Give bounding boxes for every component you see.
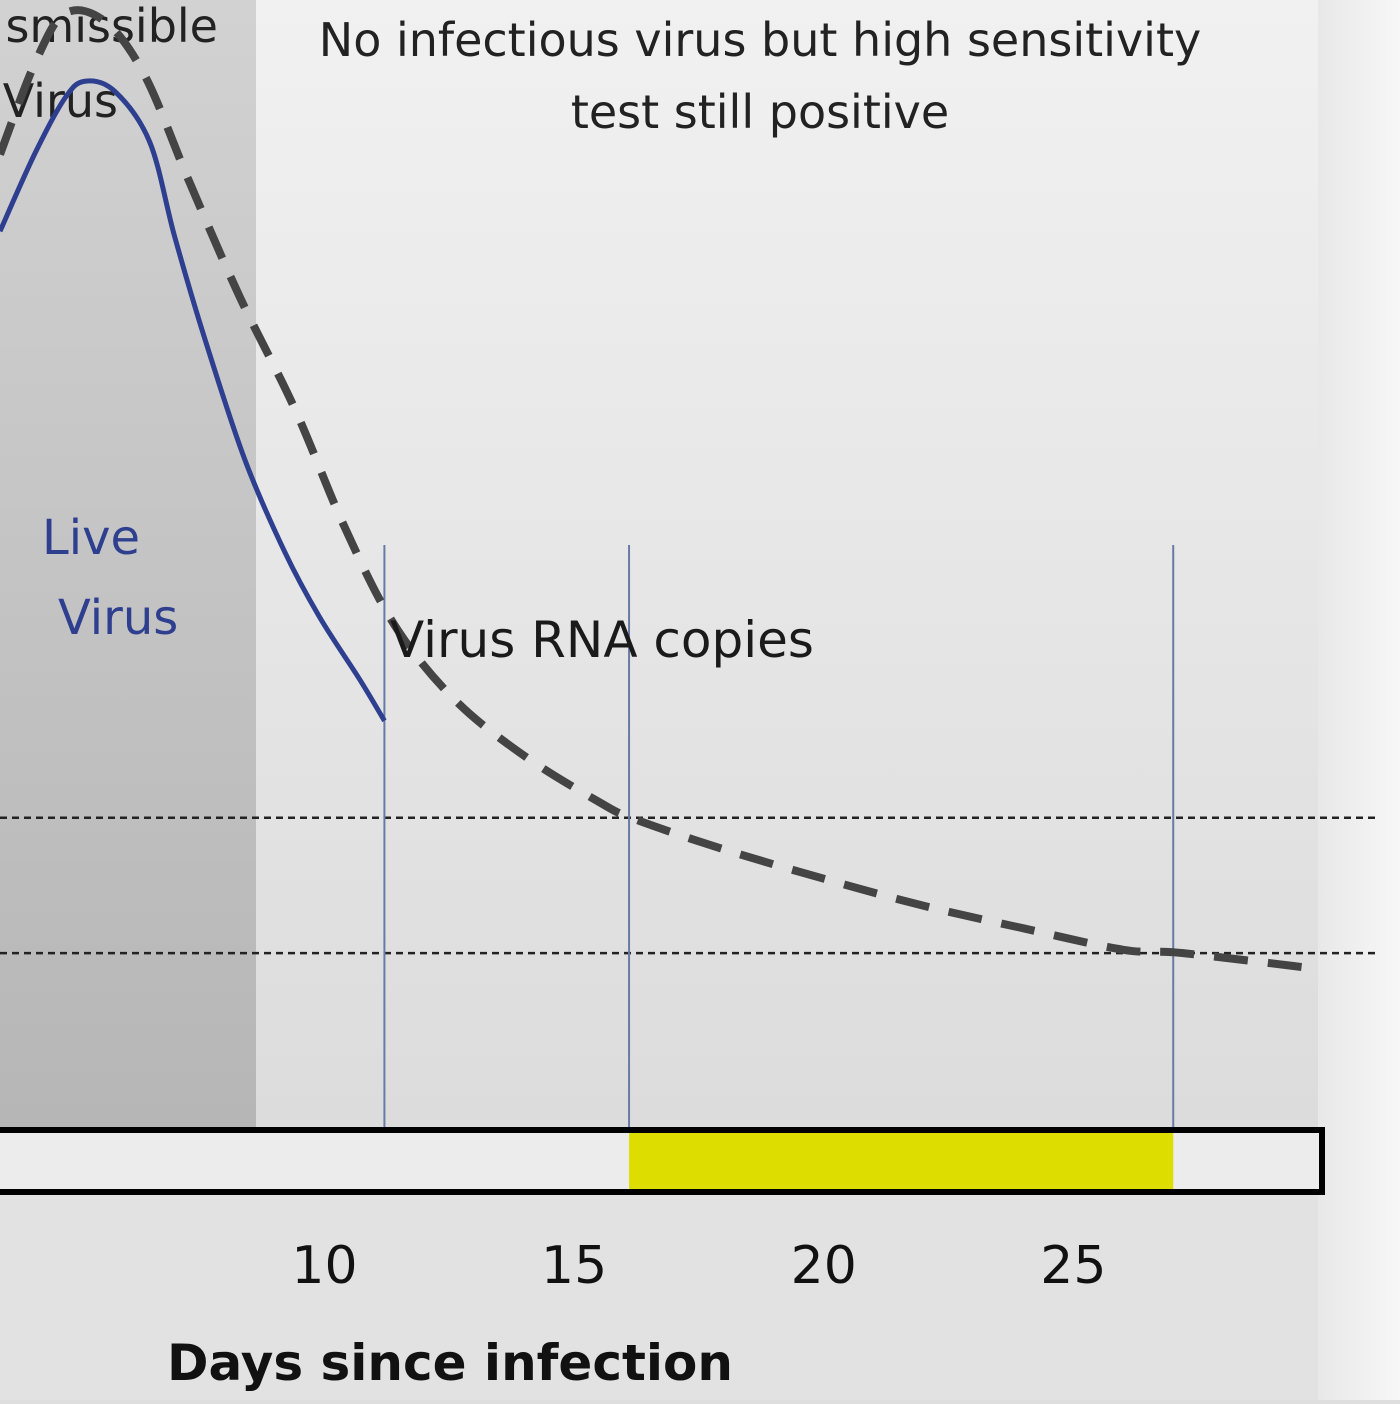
x-axis-label: Days since infection [167,1334,733,1392]
region-label-transmissible-line1: smissible [5,0,218,53]
series-label-live-virus-line1: Live [42,510,140,566]
series-layer [0,6,1319,973]
series-live-virus-line [0,78,387,723]
markers-layer [383,545,1175,1128]
x-tick-15: 15 [541,1236,607,1296]
x-tick-10: 10 [291,1236,357,1296]
timeline-highlight-band [629,1133,1174,1189]
series-label-live-virus-line2: Virus [58,590,178,646]
transmissible-region [0,0,256,1128]
region-label-post-infectious-line1: No infectious virus but high sensitivity [319,13,1201,67]
right-margin-panel [1318,0,1400,1400]
post-infectious-region [256,0,1318,1128]
x-tick-25: 25 [1040,1236,1106,1296]
series-label-virus-rna: Virus RNA copies [390,611,814,669]
x-tick-20: 20 [791,1236,857,1296]
region-label-post-infectious-line2: test still positive [571,85,949,139]
x-tick-labels: 10 15 20 25 [291,1236,1106,1296]
thresholds-layer [0,816,1380,955]
